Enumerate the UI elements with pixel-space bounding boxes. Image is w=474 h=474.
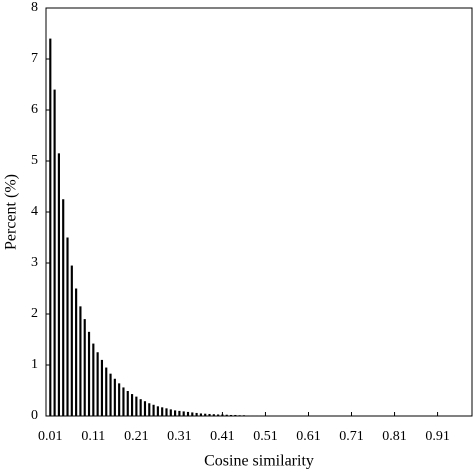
y-tick-label: 0 [31, 408, 38, 423]
plot-frame [45, 7, 473, 417]
x-tick-label: 0.21 [124, 429, 149, 444]
bar [79, 306, 82, 416]
bar [212, 414, 215, 416]
bar [238, 415, 241, 416]
y-tick-label: 1 [31, 357, 38, 372]
x-tick-label: 0.91 [425, 429, 450, 444]
bar [199, 413, 202, 416]
y-tick-label: 5 [31, 153, 38, 168]
bar [62, 199, 65, 416]
bar [83, 319, 86, 416]
y-axis-title: Percent (%) [3, 174, 20, 250]
bar [135, 396, 138, 416]
bar [96, 352, 99, 416]
x-tick-label: 0.61 [296, 429, 321, 444]
bar [118, 383, 121, 416]
bar [70, 265, 73, 416]
x-tick-label: 0.11 [81, 429, 105, 444]
bar [113, 378, 116, 416]
bar [191, 412, 194, 416]
bar [208, 413, 211, 416]
bar [122, 387, 125, 416]
bar [251, 415, 254, 416]
bar [165, 408, 168, 416]
bar [169, 409, 172, 416]
bar [204, 413, 207, 416]
bar [105, 367, 108, 416]
bar [126, 391, 129, 416]
bar [174, 410, 177, 416]
bar [247, 415, 250, 416]
x-tick-label: 0.81 [382, 429, 407, 444]
bar [75, 288, 78, 416]
bar [66, 237, 69, 416]
x-tick-label: 0.71 [339, 429, 364, 444]
y-tick-label: 4 [31, 204, 38, 219]
y-tick-label: 3 [31, 255, 38, 270]
bar [242, 415, 246, 416]
x-tick-label: 0.41 [210, 429, 235, 444]
bar [182, 411, 185, 416]
bar [92, 343, 95, 416]
bar [57, 153, 60, 416]
bar [156, 406, 159, 416]
x-axis-title: Cosine similarity [204, 453, 314, 470]
x-tick-label: 0.31 [167, 429, 192, 444]
y-tick-label: 2 [31, 306, 38, 321]
bar [264, 415, 267, 416]
bar [225, 414, 228, 416]
y-tick-label: 6 [31, 102, 38, 117]
bar [221, 414, 224, 416]
bar [152, 404, 155, 416]
bar [229, 414, 233, 416]
bar [130, 394, 134, 416]
bar [161, 407, 164, 416]
bar [143, 401, 147, 416]
bar [87, 331, 91, 416]
bar [178, 410, 181, 416]
bar [195, 412, 198, 416]
bar [100, 359, 104, 416]
bar [260, 415, 263, 416]
bar [139, 399, 142, 416]
bar [109, 373, 112, 416]
x-tick-label: 0.51 [253, 429, 278, 444]
x-tick-label: 0.01 [38, 429, 63, 444]
bar [234, 414, 237, 416]
y-tick-label: 8 [31, 0, 38, 15]
y-tick-label: 7 [31, 51, 38, 66]
bar [49, 38, 52, 416]
bar [255, 415, 258, 416]
bar [186, 411, 190, 416]
bar [148, 403, 151, 416]
bar [217, 414, 220, 416]
bar [53, 89, 56, 416]
